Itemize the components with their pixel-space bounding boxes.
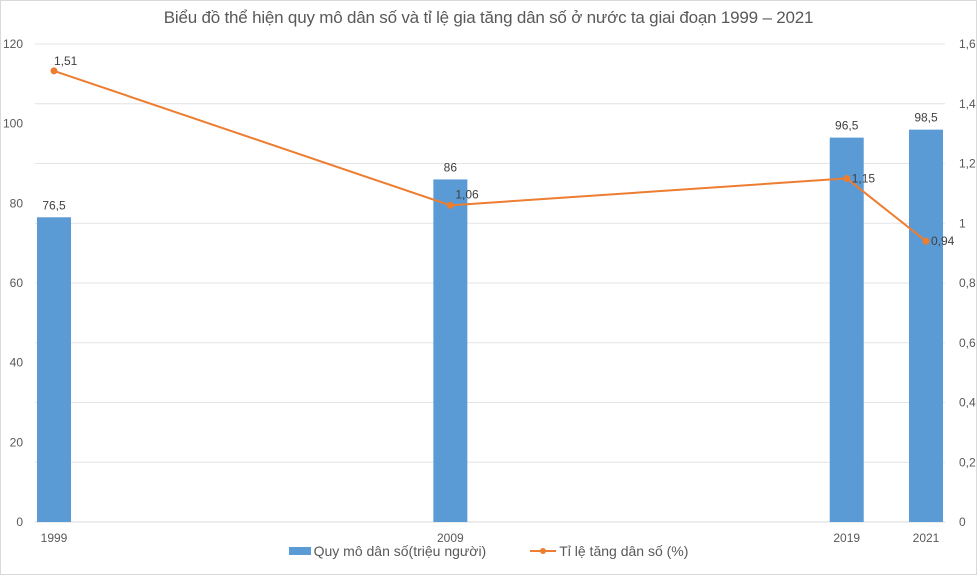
bar-data-label: 98,5: [914, 111, 938, 125]
legend-label-growth-rate: Tỉ lệ tăng dân số (%): [559, 543, 689, 559]
bar-data-label: 86: [444, 160, 458, 174]
bar-data-label: 96,5: [835, 119, 859, 133]
x-axis-tick: 2021: [913, 531, 940, 545]
left-axis-tick: 120: [3, 37, 23, 51]
legend-item-population: Quy mô dân số(triệu người): [288, 543, 487, 559]
line-point-marker: [843, 174, 851, 182]
right-axis-tick: 1: [959, 216, 966, 230]
line-point-marker: [446, 201, 454, 209]
bar-1999: [37, 217, 71, 522]
chart-legend: Quy mô dân số(triệu người) Tỉ lệ tăng dâ…: [0, 543, 977, 559]
left-axis-tick: 100: [3, 117, 23, 131]
right-axis-tick: 1,2: [959, 157, 976, 171]
legend-label-population: Quy mô dân số(triệu người): [313, 543, 487, 559]
bar-2019: [829, 137, 864, 522]
left-axis-tick: 20: [10, 435, 24, 449]
x-axis-tick: 2009: [437, 531, 464, 545]
line-data-label: 1,51: [54, 54, 78, 68]
left-axis-tick: 80: [10, 196, 24, 210]
x-axis-tick: 2019: [833, 531, 860, 545]
bar-2021: [909, 129, 943, 522]
right-axis-tick: 0,8: [959, 276, 976, 290]
line-data-label: 1,15: [852, 171, 876, 185]
line-data-label: 1,06: [455, 187, 479, 201]
legend-item-growth-rate: Tỉ lệ tăng dân số (%): [530, 543, 688, 559]
right-axis-tick: 0,4: [959, 396, 976, 410]
left-axis-tick: 40: [10, 356, 24, 370]
right-axis-tick: 0,2: [959, 455, 976, 469]
right-axis-tick: 1,6: [959, 37, 976, 51]
line-data-label: 0,94: [931, 234, 955, 248]
x-axis-tick: 1999: [41, 531, 68, 545]
growth-rate-line: [53, 69, 927, 242]
bar-data-label: 76,5: [42, 198, 66, 212]
bar-2009: [433, 179, 468, 522]
chart-title: Biểu đồ thể hiện quy mô dân số và tỉ lệ …: [163, 8, 814, 27]
right-axis-tick: 0,6: [959, 336, 976, 350]
line-point-marker: [922, 237, 930, 245]
right-axis-tick: 1,4: [959, 97, 976, 111]
legend-bar-swatch-icon: [288, 547, 311, 555]
legend-line-marker-icon: [530, 546, 557, 556]
left-axis-tick: 0: [16, 515, 23, 529]
line-point-marker: [50, 67, 58, 75]
right-axis-tick: 0: [959, 515, 966, 529]
left-axis-tick: 60: [10, 276, 24, 290]
